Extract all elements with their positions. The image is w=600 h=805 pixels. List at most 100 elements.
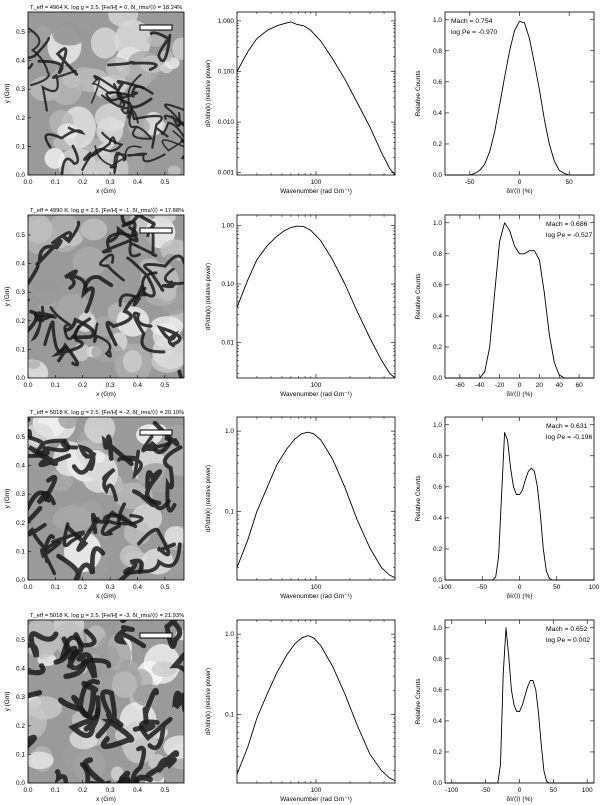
x-tick-label: 50 [550,787,558,794]
x-axis-label: x (Gm) [96,593,116,600]
x-axis-label: δI/⟨I⟩ (%) [506,187,532,195]
y-axis-label: dP/dln(k) (relative power) [206,668,212,735]
x-tick-label: 0.4 [133,584,142,591]
y-tick-label: 0.10 [221,281,234,288]
y-tick-label: 0.1 [16,346,25,353]
y-tick-label: 0.4 [16,666,25,673]
scale-bar [139,227,173,234]
y-axis-label: Relative Counts [415,678,422,725]
panel-title: T_eff = 4964 K, log g = 2.5, [Fe/H] = 0,… [30,4,182,11]
histogram-line [445,627,594,784]
x-axis-label: x (Gm) [96,391,116,398]
y-tick-label: 0.0 [16,375,25,382]
y-tick-label: 1.0 [225,428,234,435]
y-tick-label: 0.1 [16,143,25,150]
y-axis-label: Relative Counts [415,475,422,522]
y-tick-label: 0.2 [16,318,25,325]
y-tick-label: 0.0 [16,577,25,584]
mach-annotation: Mach = 0.631 [546,423,588,430]
y-tick-label: 0.1 [225,508,234,515]
x-tick-label: 0.2 [78,584,87,591]
y-tick-label: 0.6 [433,282,442,289]
x-tick-label: 0.5 [160,382,169,389]
x-tick-label: 0.1 [51,787,60,794]
scale-bar [139,429,173,436]
y-tick-label: 1.0 [225,631,234,638]
y-tick-label: 0.8 [433,48,442,55]
y-tick-label: 1.00 [221,222,234,229]
intensity-histogram-panel-4: -100 -50 0 50 100 0.0 0.2 0.4 0.6 0.8 1.0 δI/⟨I⟩ (%… [415,619,595,803]
y-tick-label: 0.0 [433,375,442,382]
y-axis-label: y (Gm) [4,489,11,509]
x-tick-label: 0.0 [23,179,32,186]
peclet-annotation: log Pe = 0.002 [546,637,590,644]
x-tick-label: 100 [311,382,322,389]
y-tick-label: 0.4 [16,58,25,65]
x-tick-label: 0.5 [160,179,169,186]
x-tick-label: 0.0 [23,584,32,591]
mach-annotation: Mach = 0.652 [546,626,588,633]
x-axis-label: Wavenumber (rad Gm⁻¹) [280,796,352,803]
power-spectrum-panel-1: 100 0.001 0.010 0.100 1.000 Wavenumber (rad G… [206,11,396,195]
y-axis-label: dP/dln(k) (relative power) [206,263,212,330]
y-axis-label: Relative Counts [415,70,422,117]
intensity-histogram-panel-2: -60 -40 -20 0 20 40 60 0.0 0.2 0.4 0.6 0.8 1.0 δI/⟨I⟩… [415,214,595,398]
x-tick-label: 0.2 [78,382,87,389]
y-tick-label: 0.1 [16,751,25,758]
x-tick-label: 0.2 [78,787,87,794]
y-tick-label: 0.1 [225,711,234,718]
y-tick-label: 0.2 [433,546,442,553]
x-tick-label: 0.1 [51,584,60,591]
x-tick-label: 0.0 [23,787,32,794]
histogram-line [445,222,594,379]
x-axis-label: Wavenumber (rad Gm⁻¹) [280,391,352,398]
y-tick-label: 0.01 [221,340,234,347]
intensity-histogram-panel-1: -50 0 50 0.0 0.2 0.4 0.6 0.8 1.0 δI/⟨I⟩ (%) Relati… [415,11,595,195]
y-tick-label: 0.8 [433,656,442,663]
y-tick-label: 1.0 [433,17,442,24]
y-tick-label: 0.4 [16,261,25,268]
y-tick-label: 0.8 [433,453,442,460]
y-tick-label: 0.3 [16,694,25,701]
y-axis-label: y (Gm) [4,287,11,307]
x-tick-label: 0 [518,584,522,591]
y-tick-label: 0.0 [433,780,442,787]
peclet-annotation: log Pe = -0.970 [451,29,498,36]
x-tick-label: 0 [518,382,522,389]
scale-bar [139,632,173,639]
x-tick-label: 0.3 [106,179,115,186]
panel-title: T_eff = 5018 K, log g = 2.5, [Fe/H] = -3… [30,612,184,619]
x-axis-label: x (Gm) [96,796,116,803]
x-axis-label: δI/⟨I⟩ (%) [506,390,532,398]
y-tick-label: 0.5 [16,434,25,441]
power-spectrum-panel-2: 100 0.01 0.10 1.00 Wavenumber (rad Gm⁻¹) dP/d… [206,214,396,398]
peclet-annotation: log Pe = -0.527 [546,232,593,239]
x-tick-label: 40 [556,382,564,389]
y-tick-label: 0.1 [16,548,25,555]
x-tick-label: 100 [311,584,322,591]
x-tick-label: 0.3 [106,584,115,591]
y-tick-label: 1.0 [433,220,442,227]
y-tick-label: 1.000 [218,18,235,25]
x-tick-label: -50 [481,787,491,794]
x-axis-label: Wavenumber (rad Gm⁻¹) [280,188,352,195]
y-tick-label: 0.100 [218,69,235,76]
x-tick-label: -60 [455,382,465,389]
x-tick-label: 0.4 [133,179,142,186]
y-tick-label: 0.3 [16,491,25,498]
x-tick-label: 0.3 [106,787,115,794]
y-tick-label: 1.0 [433,422,442,429]
x-tick-label: -50 [478,584,488,591]
x-axis-label: δI/⟨I⟩ (%) [506,795,532,803]
y-tick-label: 0.2 [433,344,442,351]
y-tick-label: 0.2 [433,141,442,148]
panel-title: T_eff = 5018 K, log g = 2.5, [Fe/H] = -2… [30,409,184,416]
granulation-panel-4: 0.0 0.1 0.2 0.3 0.4 0.5 0.0 0.1 0.2 0.3 0.4 0.5 x (G… [4,612,185,803]
y-tick-label: 0.3 [16,86,25,93]
x-tick-label: 0.4 [133,787,142,794]
x-tick-label: 0.0 [23,382,32,389]
y-axis-label: y (Gm) [4,84,11,104]
mach-annotation: Mach = 0.754 [451,18,493,25]
x-tick-label: -50 [465,179,475,186]
